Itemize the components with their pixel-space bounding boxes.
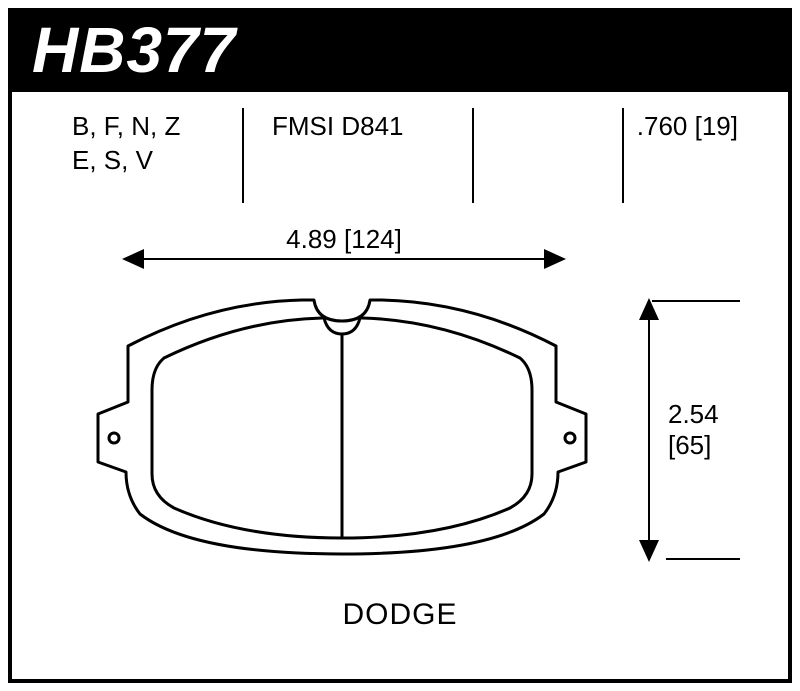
height-dim-line	[648, 300, 650, 560]
thickness-in: .760	[637, 111, 688, 141]
divider-3	[622, 108, 624, 203]
width-in: 4.89	[286, 224, 337, 254]
width-mm: [124]	[344, 224, 402, 254]
diagram-frame: HB377 B, F, N, Z E, S, V FMSI D841 .760 …	[8, 8, 792, 683]
diagram-area: 4.89 [124]	[12, 218, 788, 638]
width-dim-line	[124, 258, 564, 260]
arrow-down-icon	[639, 540, 659, 562]
part-number: HB377	[32, 18, 768, 82]
mounting-hole-right	[565, 433, 575, 443]
spec-fmsi: FMSI D841	[272, 110, 404, 144]
width-dimension: 4.89 [124]	[124, 238, 564, 278]
arrow-right-icon	[544, 249, 566, 269]
height-dimension: 2.54 [65]	[638, 300, 738, 560]
arrow-up-icon	[639, 298, 659, 320]
divider-1	[242, 108, 244, 203]
arrow-left-icon	[122, 249, 144, 269]
spec-row: B, F, N, Z E, S, V FMSI D841 .760 [19]	[12, 98, 788, 218]
compounds-line-1: B, F, N, Z	[72, 110, 180, 144]
brake-pad-outline	[92, 286, 592, 566]
spec-thickness: .760 [19]	[637, 110, 738, 144]
compounds-line-2: E, S, V	[72, 144, 180, 178]
spec-compounds: B, F, N, Z E, S, V	[72, 110, 180, 178]
height-dim-label: 2.54 [65]	[668, 399, 719, 461]
vehicle-make: DODGE	[342, 598, 457, 632]
divider-2	[472, 108, 474, 203]
width-dim-label: 4.89 [124]	[276, 224, 412, 255]
mounting-hole-left	[109, 433, 119, 443]
thickness-mm: [19]	[695, 111, 738, 141]
header-bar: HB377	[12, 12, 788, 92]
height-mm: [65]	[668, 430, 719, 461]
height-in: 2.54	[668, 399, 719, 430]
